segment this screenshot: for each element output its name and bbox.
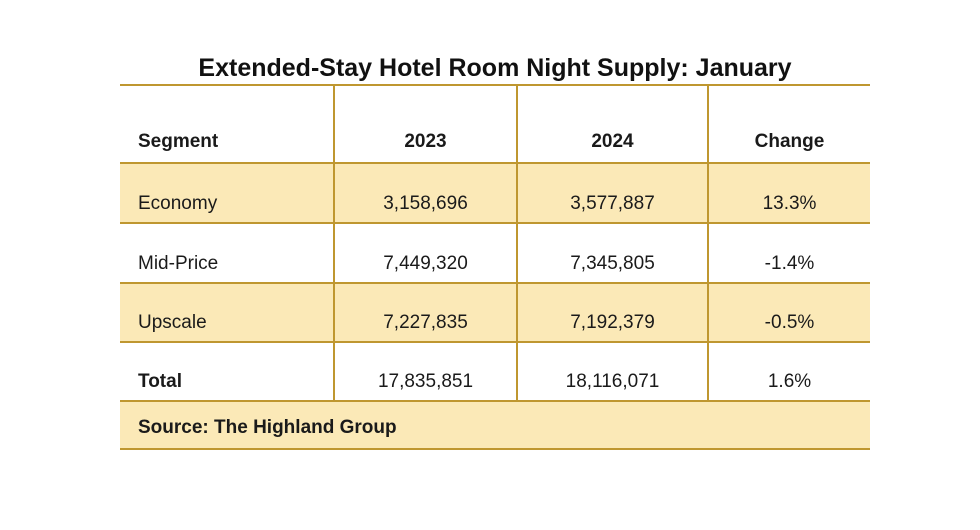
- table-title: Extended-Stay Hotel Room Night Supply: J…: [198, 54, 792, 82]
- supply-table: Segment 2023 2024 Change Economy 3,158,6…: [120, 84, 870, 450]
- segment-label: Upscale: [138, 312, 207, 333]
- value-2024: 7,192,379: [516, 284, 707, 341]
- table-row-mid-price: Mid-Price 7,449,320 7,345,805 -1.4%: [120, 224, 870, 284]
- table-row-upscale: Upscale 7,227,835 7,192,379 -0.5%: [120, 284, 870, 343]
- column-header-change: Change: [707, 86, 870, 162]
- value-2023: 17,835,851: [333, 343, 516, 400]
- value-2023: 7,449,320: [333, 224, 516, 282]
- column-header-segment: Segment: [138, 131, 219, 152]
- segment-label: Economy: [138, 193, 218, 214]
- value-2024: 18,116,071: [516, 343, 707, 400]
- segment-label: Total: [138, 371, 182, 392]
- source-note: Source: The Highland Group: [120, 402, 870, 450]
- value-2023: 7,227,835: [333, 284, 516, 341]
- value-2024: 7,345,805: [516, 224, 707, 282]
- column-header-2023: 2023: [333, 86, 516, 162]
- segment-label: Mid-Price: [138, 253, 219, 274]
- value-change: -0.5%: [707, 284, 870, 341]
- value-2023: 3,158,696: [333, 164, 516, 222]
- value-change: 1.6%: [707, 343, 870, 400]
- value-change: 13.3%: [707, 164, 870, 222]
- table-header-row: Segment 2023 2024 Change: [120, 86, 870, 164]
- column-header-2024: 2024: [516, 86, 707, 162]
- table-row-total: Total 17,835,851 18,116,071 1.6%: [120, 343, 870, 402]
- value-change: -1.4%: [707, 224, 870, 282]
- table-row-economy: Economy 3,158,696 3,577,887 13.3%: [120, 164, 870, 224]
- value-2024: 3,577,887: [516, 164, 707, 222]
- supply-table-figure: Extended-Stay Hotel Room Night Supply: J…: [120, 48, 870, 450]
